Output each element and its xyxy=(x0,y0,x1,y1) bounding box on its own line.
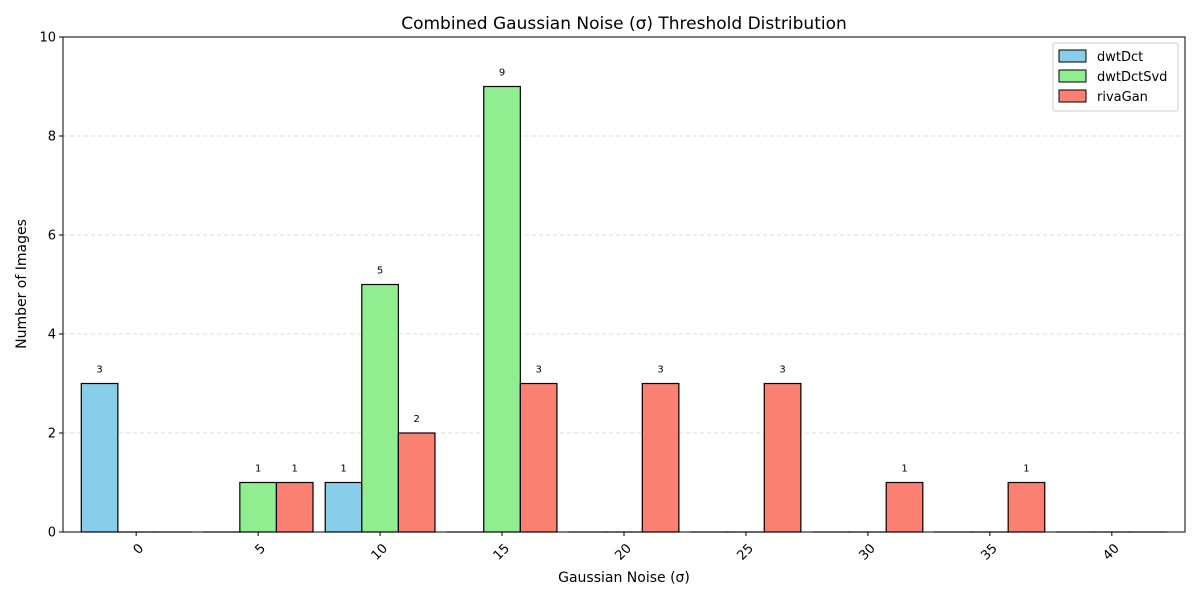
data-label: 3 xyxy=(535,365,541,376)
x-tick-label: 0 xyxy=(131,541,147,557)
legend-swatch-dwtDct xyxy=(1058,49,1087,63)
x-tick-label: 10 xyxy=(369,541,391,563)
x-axis-label: Gaussian Noise (σ) xyxy=(558,570,690,586)
x-tick-label: 25 xyxy=(734,541,756,563)
data-label: 3 xyxy=(779,365,785,376)
bar-rivaGan-15 xyxy=(519,382,558,533)
legend-label-rivaGan: rivaGan xyxy=(1097,90,1148,105)
data-label: 1 xyxy=(255,464,261,475)
data-label: 5 xyxy=(377,266,383,277)
data-label: 9 xyxy=(499,68,505,79)
legend: dwtDct dwtDctSvd rivaGan xyxy=(1052,42,1179,112)
y-axis-label: Number of Images xyxy=(14,219,30,349)
y-tick-label: 0 xyxy=(48,526,56,541)
x-tick-label: 15 xyxy=(491,541,513,563)
bar-rivaGan-30 xyxy=(885,481,924,533)
x-tick-label: 35 xyxy=(978,541,1000,563)
data-labels: 3 1 1 5 9 1 2 3 3 3 1 1 xyxy=(96,68,1029,475)
grid-lines xyxy=(63,135,1185,434)
legend-label-dwtDct: dwtDct xyxy=(1097,50,1143,65)
y-tick-label: 4 xyxy=(48,328,56,343)
x-tick-label: 40 xyxy=(1100,541,1122,563)
y-tick-label: 10 xyxy=(39,31,56,46)
x-tick-label: 5 xyxy=(252,541,268,557)
bar-rivaGan-5 xyxy=(275,481,314,533)
x-tick-label: 20 xyxy=(613,541,635,563)
y-tick-label: 2 xyxy=(48,427,56,442)
bar-dwtDct-10 xyxy=(324,481,363,533)
bar-rivaGan-10 xyxy=(397,432,436,533)
data-label: 3 xyxy=(96,365,102,376)
data-label: 3 xyxy=(657,365,663,376)
data-label: 1 xyxy=(292,464,298,475)
data-label: 1 xyxy=(340,464,346,475)
bar-dwtDctSvd-10 xyxy=(361,283,399,533)
bar-dwtDctSvd-15 xyxy=(483,85,521,533)
data-label: 2 xyxy=(413,414,419,425)
axes-frame xyxy=(62,36,1186,533)
data-label: 1 xyxy=(901,464,907,475)
x-tick-label: 30 xyxy=(856,541,878,563)
bar-dwtDct-0 xyxy=(80,382,119,533)
y-tick-label: 8 xyxy=(48,130,56,145)
legend-swatch-dwtDctSvd xyxy=(1058,69,1087,83)
x-ticks: 0 5 10 15 20 25 30 35 40 xyxy=(131,532,1123,564)
bar-rivaGan-35 xyxy=(1007,481,1046,533)
legend-label-dwtDctSvd: dwtDctSvd xyxy=(1097,70,1167,85)
y-tick-label: 6 xyxy=(48,229,56,244)
chart-title: Combined Gaussian Noise (σ) Threshold Di… xyxy=(401,14,847,34)
y-ticks: 0 2 4 6 8 10 xyxy=(39,31,63,541)
bar-rivaGan-25 xyxy=(763,382,802,533)
bars xyxy=(80,85,1168,533)
data-label: 1 xyxy=(1023,464,1029,475)
bar-rivaGan-20 xyxy=(641,382,680,533)
bar-dwtDctSvd-5 xyxy=(239,481,278,533)
legend-swatch-rivaGan xyxy=(1058,89,1087,103)
